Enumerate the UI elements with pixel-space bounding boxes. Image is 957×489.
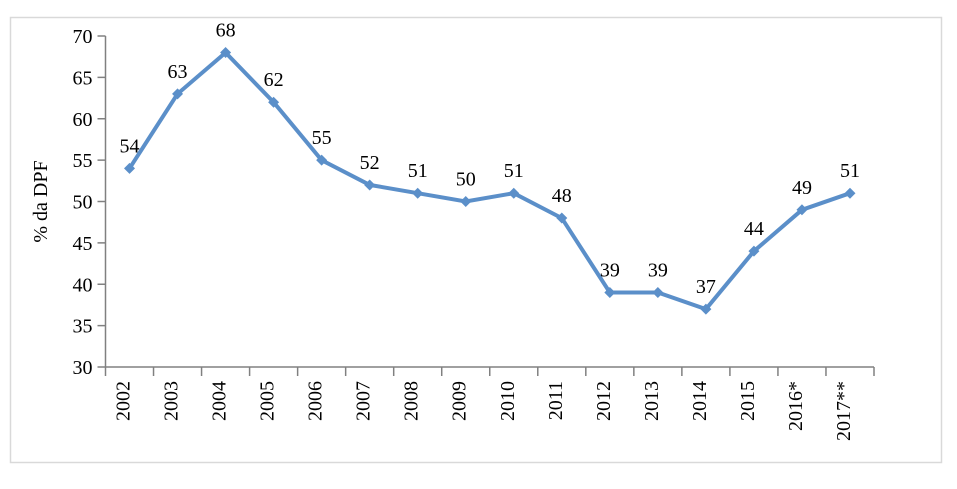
data-point-marker — [508, 187, 520, 199]
x-tick-label: 2016* — [785, 381, 807, 431]
data-point-marker — [364, 179, 376, 191]
y-axis-title: % da DPF — [30, 160, 52, 242]
x-tick-label: 2012 — [593, 381, 615, 421]
data-point-label: 39 — [648, 260, 668, 282]
x-tick-label: 2006 — [305, 381, 327, 421]
data-point-label: 51 — [504, 160, 524, 182]
data-point-label: 48 — [552, 185, 572, 207]
data-point-label: 54 — [120, 135, 140, 157]
y-tick-label: 30 — [73, 357, 93, 379]
y-tick-label: 45 — [73, 233, 93, 255]
x-tick-label: 2009 — [449, 381, 471, 421]
data-point-marker — [700, 303, 712, 315]
x-tick-label: 2017** — [833, 381, 855, 441]
x-tick-label: 2014 — [689, 381, 711, 421]
data-point-marker — [124, 162, 136, 174]
data-point-label: 39 — [600, 260, 620, 282]
data-series-line — [127, 49, 852, 312]
data-point-label: 49 — [792, 177, 812, 199]
data-point-label: 37 — [696, 276, 716, 298]
data-point-label: 50 — [456, 169, 476, 191]
data-point-label: 44 — [744, 218, 764, 240]
y-tick-label: 35 — [73, 316, 93, 338]
data-point-marker — [652, 287, 664, 299]
y-tick-label: 40 — [73, 274, 93, 296]
data-point-label: 62 — [264, 69, 284, 91]
data-point-marker — [556, 212, 568, 224]
data-point-label: 51 — [408, 160, 428, 182]
data-point-marker — [604, 287, 616, 299]
x-tick-label: 2003 — [161, 381, 183, 421]
x-tick-label: 2013 — [641, 381, 663, 421]
x-tick-label: 2002 — [113, 381, 135, 421]
data-point-marker — [172, 88, 184, 100]
data-point-label: 63 — [168, 61, 188, 83]
x-tick-label: 2010 — [497, 381, 519, 421]
data-point-marker — [748, 245, 760, 257]
y-tick-label: 65 — [73, 67, 93, 89]
y-tick-label: 55 — [73, 150, 93, 172]
data-point-marker — [316, 154, 328, 166]
data-point-marker — [844, 187, 856, 199]
y-tick-label: 50 — [73, 192, 93, 214]
x-tick-label: 2007 — [353, 381, 375, 421]
x-tick-label: 2005 — [257, 381, 279, 421]
data-point-label: 52 — [360, 152, 380, 174]
data-point-label: 68 — [216, 20, 236, 42]
data-point-marker — [460, 196, 472, 207]
data-point-marker — [796, 204, 808, 216]
chart-frame — [9, 16, 943, 464]
x-tick-label: 2011 — [545, 381, 567, 420]
data-point-label: 55 — [312, 127, 332, 149]
data-point-marker — [412, 187, 424, 199]
y-tick-label: 70 — [73, 26, 93, 48]
data-point-label: 51 — [840, 160, 860, 182]
data-point-marker — [220, 47, 232, 59]
x-tick-label: 2015 — [737, 381, 759, 421]
y-tick-label: 60 — [73, 109, 93, 131]
x-tick-label: 2004 — [209, 381, 231, 421]
data-point-marker — [268, 96, 280, 108]
x-tick-label: 2008 — [401, 381, 423, 421]
